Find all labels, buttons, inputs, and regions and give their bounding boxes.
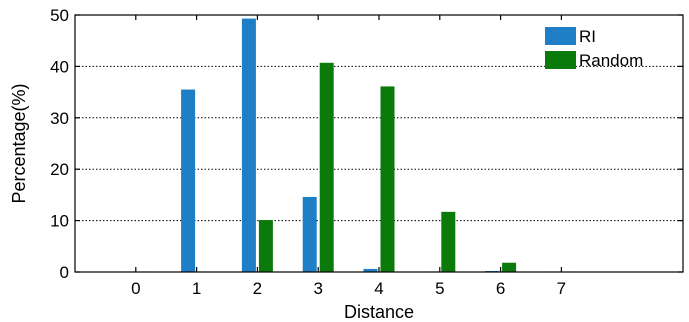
legend-label-ri: RI <box>579 27 596 46</box>
legend-swatch-ri <box>545 27 576 45</box>
x-tick-label: 3 <box>313 279 322 298</box>
x-tick-label: 0 <box>131 279 140 298</box>
bar-ri-3 <box>302 196 317 272</box>
x-tick-label: 7 <box>557 279 566 298</box>
bar-random-5 <box>441 211 456 272</box>
y-tick-label: 50 <box>50 6 69 25</box>
y-tick-labels: 0 10 20 30 40 50 <box>50 6 69 282</box>
bar-ri-4 <box>363 268 378 272</box>
x-tick-label: 2 <box>253 279 262 298</box>
legend-label-random: Random <box>579 51 643 70</box>
bar-random-6 <box>502 262 517 272</box>
y-tick-label: 0 <box>60 263 69 282</box>
x-tick-label: 4 <box>374 279 383 298</box>
x-tick-label: 6 <box>496 279 505 298</box>
y-axis-title: Percentage(%) <box>9 83 29 203</box>
bar-random-2 <box>258 220 273 272</box>
bar-ri-2 <box>241 18 256 273</box>
y-tick-label: 30 <box>50 109 69 128</box>
bar-random-4 <box>380 86 395 272</box>
y-tick-label: 40 <box>50 57 69 76</box>
x-tick-label: 5 <box>435 279 444 298</box>
bar-random-3 <box>319 62 334 272</box>
x-axis-title: Distance <box>344 302 414 322</box>
y-tick-label: 20 <box>50 160 69 179</box>
legend-swatch-random <box>545 51 576 69</box>
bar-ri-1 <box>181 89 196 272</box>
axis-ticks <box>75 14 683 273</box>
gridlines <box>75 65 683 222</box>
bars <box>120 18 577 273</box>
legend: RI Random <box>545 27 643 70</box>
x-tick-label: 1 <box>192 279 201 298</box>
y-tick-label: 10 <box>50 212 69 231</box>
x-tick-labels: 0 1 2 3 4 5 6 7 <box>131 279 566 298</box>
